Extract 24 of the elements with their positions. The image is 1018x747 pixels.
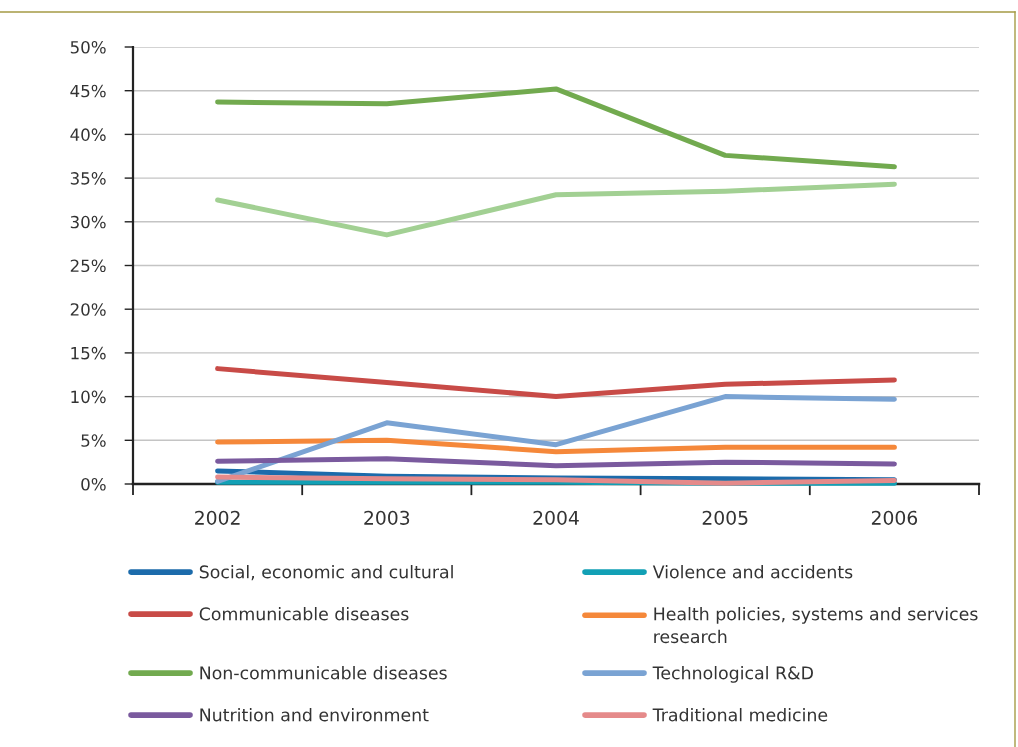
legend-label: Traditional medicine <box>652 708 828 722</box>
legend-label: Violence and accidents <box>652 565 853 579</box>
legend-label: Health policies, systems and services research <box>654 607 978 644</box>
x-tick-label: 2004 <box>533 510 579 525</box>
y-tick-label: 15% <box>71 346 106 360</box>
y-tick-label: 35% <box>70 172 106 185</box>
y-tick-label: 40% <box>70 128 106 141</box>
y-tick-label: 5% <box>81 434 106 447</box>
y-tick-label: 30% <box>70 215 106 229</box>
x-tick-label: 2006 <box>871 510 918 525</box>
x-tick-label: 2003 <box>364 510 410 525</box>
legend-label: Non-communicable diseases <box>200 666 447 680</box>
legend-label: Technological R&D <box>652 666 813 683</box>
legend-label: Nutrition and environment <box>200 708 429 722</box>
legend-label: Communicable diseases <box>199 607 409 621</box>
y-tick-label: 10% <box>71 390 106 404</box>
x-tick-label: 2002 <box>195 510 240 525</box>
y-tick-label: 45% <box>70 84 106 98</box>
x-tick-label: 2005 <box>702 510 748 525</box>
y-tick-label: 25% <box>70 259 106 273</box>
y-tick-label: 50% <box>70 40 106 54</box>
legend-label: Social, economic and cultural <box>199 565 453 581</box>
y-tick-label: 0% <box>81 477 106 491</box>
y-tick-label: 20% <box>70 303 106 316</box>
